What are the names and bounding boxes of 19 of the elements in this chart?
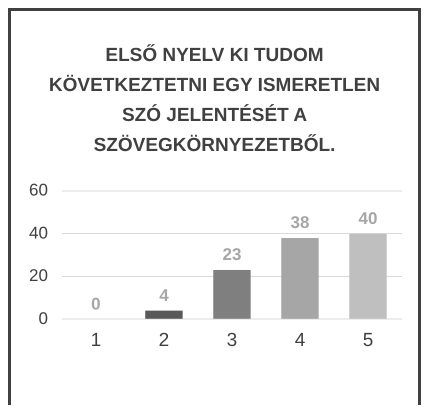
x-tick-label: 5 — [362, 330, 374, 351]
data-label: 40 — [358, 208, 378, 228]
data-label: 4 — [159, 286, 170, 305]
chart-title: ELSŐ NYELV KI TUDOM KÖVETKEZTETNI EGY ISMERETLEN SZÓ JELENTÉSÉT A SZÖVEGKÖRNYEZETBŐL. — [48, 43, 382, 158]
y-tick-label: 20 — [28, 266, 48, 286]
data-label: 23 — [222, 245, 242, 264]
y-tick-label: 60 — [28, 180, 48, 200]
x-tick-label: 2 — [158, 330, 170, 351]
bar — [281, 238, 319, 319]
x-tick-label: 3 — [226, 330, 238, 351]
x-tick-label: 1 — [90, 330, 102, 351]
bar — [349, 234, 387, 319]
x-tick-label: 4 — [294, 330, 306, 351]
y-tick-label: 40 — [28, 223, 48, 242]
bar — [145, 310, 183, 319]
data-label: 38 — [290, 213, 310, 232]
data-label: 0 — [91, 294, 101, 314]
y-tick-label: 0 — [38, 308, 48, 328]
bar — [213, 270, 251, 319]
